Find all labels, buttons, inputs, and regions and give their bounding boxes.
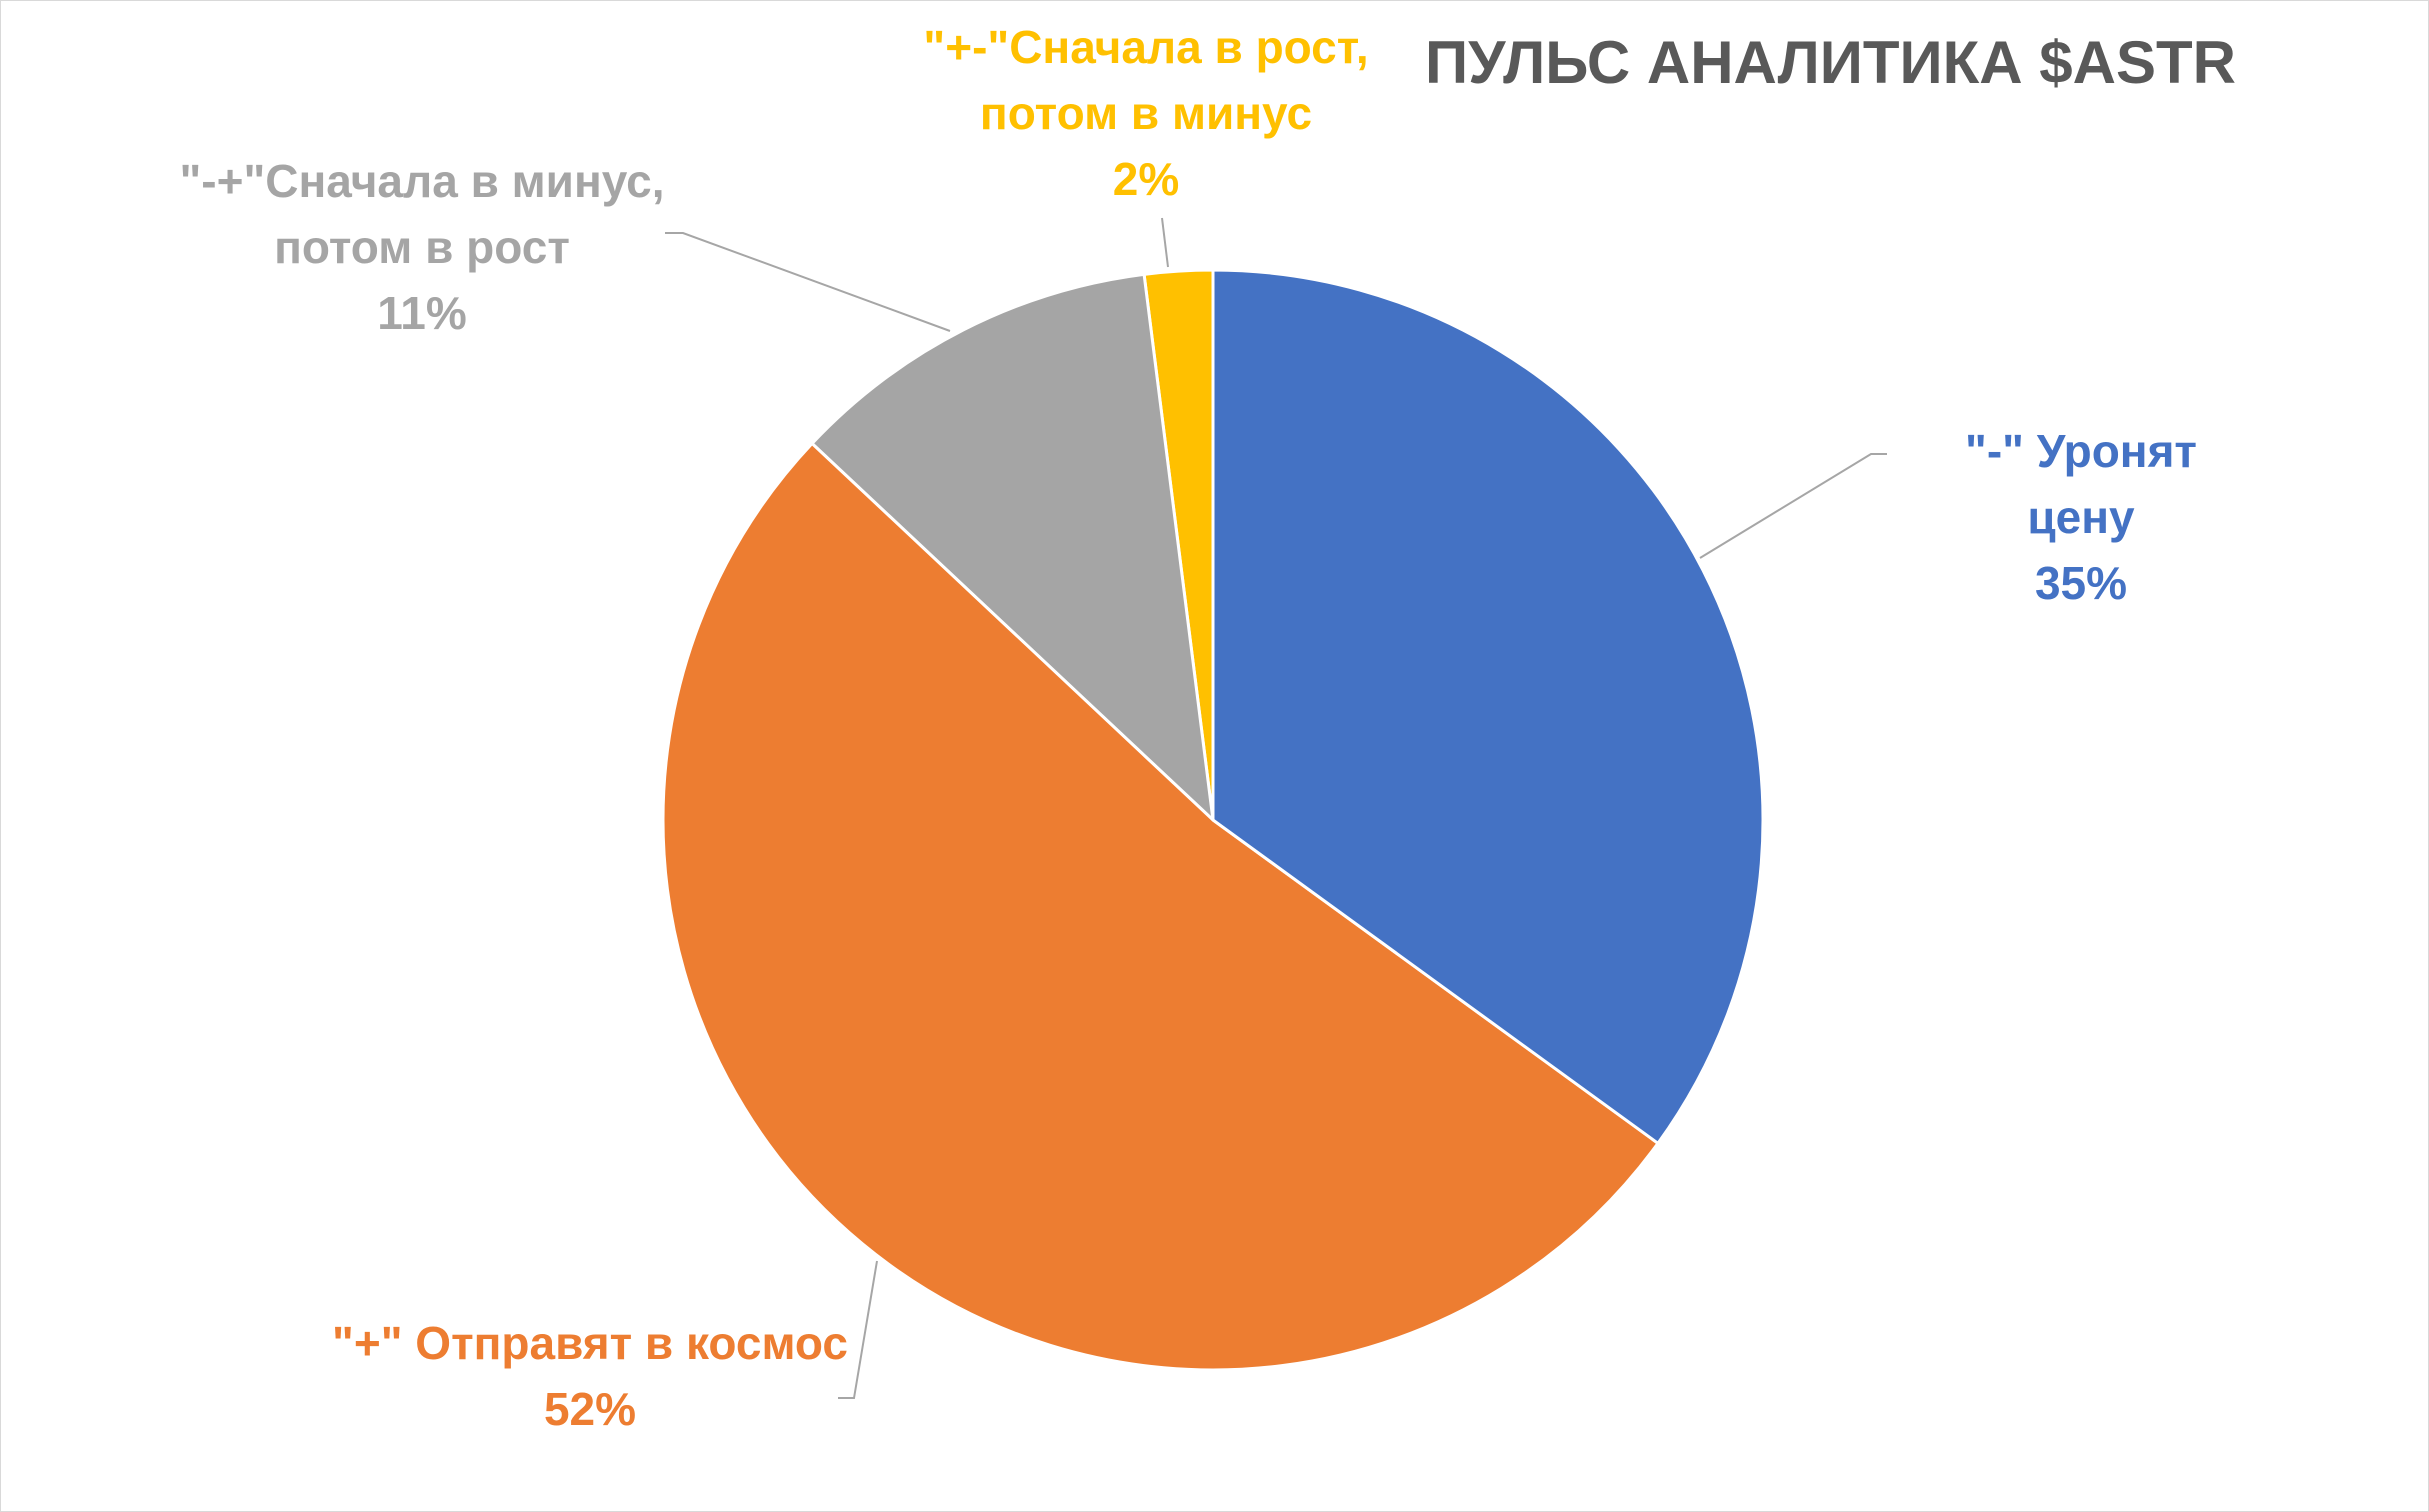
- slice-value-label: 35%: [2034, 557, 2128, 609]
- slice-value-label: 11%: [377, 287, 467, 339]
- leader-line: [838, 1260, 878, 1399]
- slice-label: "-" Уронят цену: [1965, 425, 2197, 543]
- slice-label: "+" Отправят в космос: [332, 1317, 848, 1369]
- slice-value-label: 2%: [1112, 153, 1180, 205]
- data-label: "+" Отправят в космос 52%: [332, 1310, 848, 1442]
- data-label: "-+"Сначала в минус, потом в рост 11%: [179, 148, 664, 346]
- pie-slice: [1211, 268, 1765, 1146]
- leader-line: [1699, 453, 1887, 559]
- leader-line: [1161, 217, 1169, 268]
- slice-label: "-+"Сначала в минус, потом в рост: [179, 155, 665, 273]
- data-label: "-" Уронят цену 35%: [1907, 418, 2255, 616]
- slice-value-label: 52%: [543, 1383, 637, 1435]
- leader-line: [665, 232, 951, 332]
- pie-slice: [809, 272, 1216, 824]
- leader-lines: [665, 217, 1887, 1399]
- pie-slice: [661, 441, 1661, 1372]
- slice-label: "+-"Сначала в рост, потом в минус: [923, 21, 1369, 139]
- data-label: "+-"Сначала в рост, потом в минус 2%: [923, 14, 1368, 212]
- chart-title: ПУЛЬС АНАЛИТИКА $ASTR: [1425, 29, 2236, 96]
